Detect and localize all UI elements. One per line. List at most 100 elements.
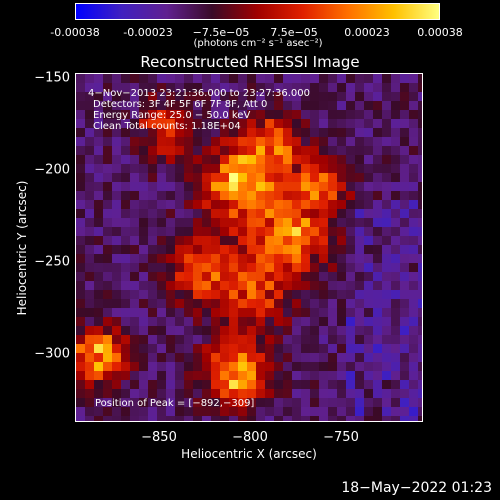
heatmap-cell (175, 299, 184, 308)
heatmap-cell (292, 182, 301, 191)
heatmap-cell (256, 299, 265, 308)
heatmap-cell (391, 272, 400, 281)
heatmap-cell (265, 398, 274, 407)
heatmap-cell (310, 119, 319, 128)
heatmap-cell (130, 182, 139, 191)
heatmap-cell (121, 398, 130, 407)
heatmap-cell (337, 119, 346, 128)
heatmap-cell (346, 290, 355, 299)
heatmap-cell (229, 101, 238, 110)
heatmap-cell (391, 119, 400, 128)
heatmap-cell (418, 218, 422, 227)
heatmap-cell (76, 173, 85, 182)
heatmap-cell (184, 191, 193, 200)
y-tick-label: −250 (34, 254, 70, 270)
heatmap-cell (409, 227, 418, 236)
heatmap-cell (247, 227, 256, 236)
heatmap-cell (391, 254, 400, 263)
heatmap-cell (400, 119, 409, 128)
heatmap-cell (292, 92, 301, 101)
heatmap-cell (211, 236, 220, 245)
heatmap-cell (193, 92, 202, 101)
heatmap-cell (274, 371, 283, 380)
heatmap-cell (76, 119, 85, 128)
heatmap-cell (418, 407, 422, 416)
heatmap-cell (130, 290, 139, 299)
heatmap-cell (103, 281, 112, 290)
heatmap-cell (103, 209, 112, 218)
heatmap-cell (103, 371, 112, 380)
heatmap-cell (319, 83, 328, 92)
heatmap-cell (85, 353, 94, 362)
heatmap-cell (94, 362, 103, 371)
heatmap-cell (301, 263, 310, 272)
heatmap-cell (301, 362, 310, 371)
y-tick-label: −300 (34, 346, 70, 362)
heatmap-cell (391, 164, 400, 173)
heatmap-cell (373, 380, 382, 389)
heatmap-cell (391, 344, 400, 353)
heatmap-cell (202, 164, 211, 173)
heatmap-cell (211, 353, 220, 362)
heatmap-cell (400, 146, 409, 155)
heatmap-cell (346, 146, 355, 155)
heatmap-cell (238, 326, 247, 335)
heatmap-cell (148, 164, 157, 173)
heatmap-cell (94, 74, 103, 83)
heatmap-cell (229, 119, 238, 128)
heatmap-cell (364, 344, 373, 353)
heatmap-cell (418, 344, 422, 353)
heatmap-cell (85, 182, 94, 191)
heatmap-cell (310, 218, 319, 227)
heatmap-cell (85, 164, 94, 173)
heatmap-cell (400, 74, 409, 83)
heatmap-cell (364, 371, 373, 380)
heatmap-cell (373, 92, 382, 101)
heatmap-cell (283, 317, 292, 326)
heatmap-cell (274, 281, 283, 290)
heatmap-cell (130, 308, 139, 317)
heatmap-cell (265, 416, 274, 421)
heatmap-cell (373, 245, 382, 254)
heatmap-cell (94, 155, 103, 164)
heatmap-cell (211, 200, 220, 209)
heatmap-cell (202, 344, 211, 353)
heatmap-cell (238, 227, 247, 236)
heatmap-cell (112, 146, 121, 155)
heatmap-cell (337, 362, 346, 371)
heatmap-cell (85, 344, 94, 353)
heatmap-cell (355, 227, 364, 236)
heatmap-cell (130, 389, 139, 398)
heatmap-cell (382, 398, 391, 407)
heatmap-cell (274, 389, 283, 398)
heatmap-cell (319, 209, 328, 218)
heatmap-cell (184, 182, 193, 191)
heatmap-cell (103, 326, 112, 335)
heatmap-cell (382, 416, 391, 421)
heatmap-cell (337, 272, 346, 281)
peak-position-annotation: Position of Peak = [−892,−309] (95, 398, 255, 409)
heatmap-cell (130, 200, 139, 209)
heatmap-cell (157, 236, 166, 245)
heatmap-cell (373, 407, 382, 416)
heatmap-cell (76, 326, 85, 335)
heatmap-cell (139, 182, 148, 191)
heatmap-cell (85, 416, 94, 421)
heatmap-cell (301, 128, 310, 137)
heatmap-cell (364, 182, 373, 191)
heatmap-cell (355, 290, 364, 299)
heatmap-cell (229, 398, 238, 407)
heatmap-cell (400, 290, 409, 299)
heatmap-cell (94, 317, 103, 326)
heatmap-cell (283, 272, 292, 281)
heatmap-cell (121, 173, 130, 182)
heatmap-cell (382, 227, 391, 236)
heatmap-cell (319, 245, 328, 254)
heatmap-cell (292, 83, 301, 92)
heatmap-cell (184, 389, 193, 398)
heatmap-cell (175, 371, 184, 380)
heatmap-cell (346, 218, 355, 227)
heatmap-cell (391, 416, 400, 421)
heatmap-cell (355, 317, 364, 326)
heatmap-cell (319, 173, 328, 182)
